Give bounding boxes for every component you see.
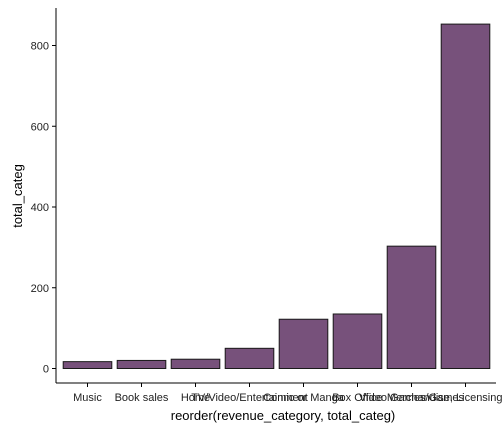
x-tick-label-5: Box Office bbox=[332, 392, 383, 404]
y-tick-label-1: 200 bbox=[31, 283, 49, 295]
x-ticks: Music Book sales HomeTV/Video/Entertainmen… bbox=[73, 383, 504, 404]
bar-0 bbox=[62, 361, 113, 370]
x-tick-label-7: Merchandise, Licensing & Retail bbox=[387, 392, 504, 404]
bar-5 bbox=[332, 313, 383, 369]
y-ticks: 0 200 400 600 800 bbox=[31, 41, 56, 376]
x-tick-label-6: Video Games/Games bbox=[359, 392, 464, 404]
bar-7 bbox=[440, 23, 491, 369]
x-axis-title: reorder(revenue_category, total_categ) bbox=[171, 408, 396, 423]
bar-4 bbox=[278, 318, 329, 369]
bar-6 bbox=[386, 245, 437, 369]
x-tick-label-4: Comic or Manga bbox=[263, 392, 345, 404]
x-tick-label-0: Music bbox=[73, 392, 102, 404]
bar-2 bbox=[170, 358, 221, 369]
y-tick-label-4: 800 bbox=[31, 41, 49, 53]
x-tick-label-3: TV/Video/Entertainment bbox=[191, 392, 308, 404]
y-axis-title: total_categ bbox=[10, 164, 25, 228]
bars-layer bbox=[62, 23, 491, 370]
x-tick-label-2: Home bbox=[181, 392, 210, 404]
bar-3 bbox=[224, 347, 275, 369]
x-tick-label-1: Book sales bbox=[115, 392, 169, 404]
y-tick-label-0: 0 bbox=[43, 364, 49, 376]
y-tick-label-2: 400 bbox=[31, 202, 49, 214]
bar-1 bbox=[116, 359, 167, 369]
y-tick-label-3: 600 bbox=[31, 121, 49, 133]
